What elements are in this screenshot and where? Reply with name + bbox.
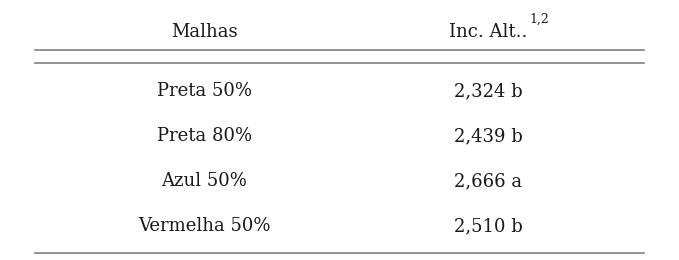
Text: Preta 80%: Preta 80% — [157, 127, 252, 145]
Text: 2,324 b: 2,324 b — [454, 82, 523, 100]
Text: 1,2: 1,2 — [529, 13, 549, 26]
Text: 2,510 b: 2,510 b — [454, 217, 523, 236]
Text: Malhas: Malhas — [171, 23, 238, 41]
Text: Vermelha 50%: Vermelha 50% — [138, 217, 270, 236]
Text: Preta 50%: Preta 50% — [157, 82, 252, 100]
Text: 2,666 a: 2,666 a — [454, 172, 522, 190]
Text: 2,439 b: 2,439 b — [454, 127, 523, 145]
Text: Inc. Alt..: Inc. Alt.. — [449, 23, 528, 41]
Text: Azul 50%: Azul 50% — [162, 172, 247, 190]
